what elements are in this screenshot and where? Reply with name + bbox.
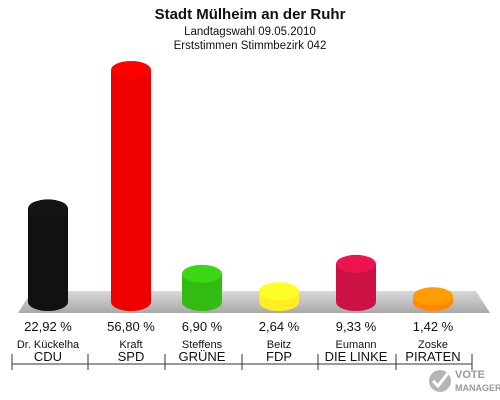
chart-title: Stadt Mülheim an der Ruhr	[155, 6, 346, 23]
value-label-spd: 56,80 %	[107, 319, 155, 334]
bar-cap-die-linke	[336, 254, 376, 273]
candidate-label-die-linke: Eumann	[336, 339, 377, 351]
bar-die-linke	[336, 254, 376, 311]
bar-cap-cdu	[28, 199, 68, 218]
bar-body-die-linke	[336, 263, 376, 311]
bar-fdp	[259, 282, 299, 311]
bar-cap-spd	[111, 61, 151, 79]
bars-group	[28, 61, 453, 311]
party-labels-group: CDU SPD GRÜNE FDP DIE LINKE PIRATEN	[34, 349, 461, 364]
bar-body-cdu	[28, 208, 68, 311]
bar-spd	[111, 61, 151, 311]
vote-manager-logo: VOTE MANAGER	[429, 369, 500, 393]
value-label-gr-ne: 6,90 %	[182, 319, 223, 334]
value-label-die-linke: 9,33 %	[336, 319, 377, 334]
value-labels-group: 22,92 % 56,80 % 6,90 % 2,64 % 9,33 % 1,42 %	[24, 319, 454, 334]
party-label-piraten: PIRATEN	[405, 349, 460, 364]
party-label-gr-ne: GRÜNE	[179, 349, 226, 364]
bar-gr-ne	[182, 264, 222, 311]
value-label-cdu: 22,92 %	[24, 319, 72, 334]
party-label-fdp: FDP	[266, 349, 292, 364]
candidate-label-gr-ne: Steffens	[182, 339, 223, 351]
logo-text-vote: VOTE	[455, 369, 485, 381]
checkmark-icon	[431, 372, 450, 389]
bar-piraten	[413, 287, 453, 311]
bar-cap-piraten	[413, 287, 453, 306]
party-label-cdu: CDU	[34, 349, 62, 364]
candidate-label-cdu: Dr. Kückelha	[17, 339, 80, 351]
value-label-fdp: 2,64 %	[259, 319, 300, 334]
party-label-die-linke: DIE LINKE	[325, 349, 388, 364]
logo-text-manager: MANAGER	[455, 383, 500, 393]
candidate-label-fdp: Beitz	[267, 339, 291, 351]
bar-body-gr-ne	[182, 273, 222, 311]
candidate-label-spd: Kraft	[119, 339, 142, 351]
bar-body-spd	[111, 70, 151, 311]
chart-subtitle-district: Erststimmen Stimmbezirk 042	[174, 40, 327, 52]
separators-group	[11, 354, 473, 370]
candidate-label-piraten: Zoske	[418, 339, 448, 351]
candidate-labels-group: Dr. Kückelha Kraft Steffens Beitz Eumann Zosk…	[17, 339, 448, 351]
chart-subtitle-election: Landtagswahl 09.05.2010	[184, 26, 316, 38]
bar-cap-fdp	[259, 282, 299, 301]
value-label-piraten: 1,42 %	[413, 319, 454, 334]
party-label-spd: SPD	[118, 349, 145, 364]
bar-cdu	[28, 199, 68, 311]
bar-cap-gr-ne	[182, 264, 222, 283]
